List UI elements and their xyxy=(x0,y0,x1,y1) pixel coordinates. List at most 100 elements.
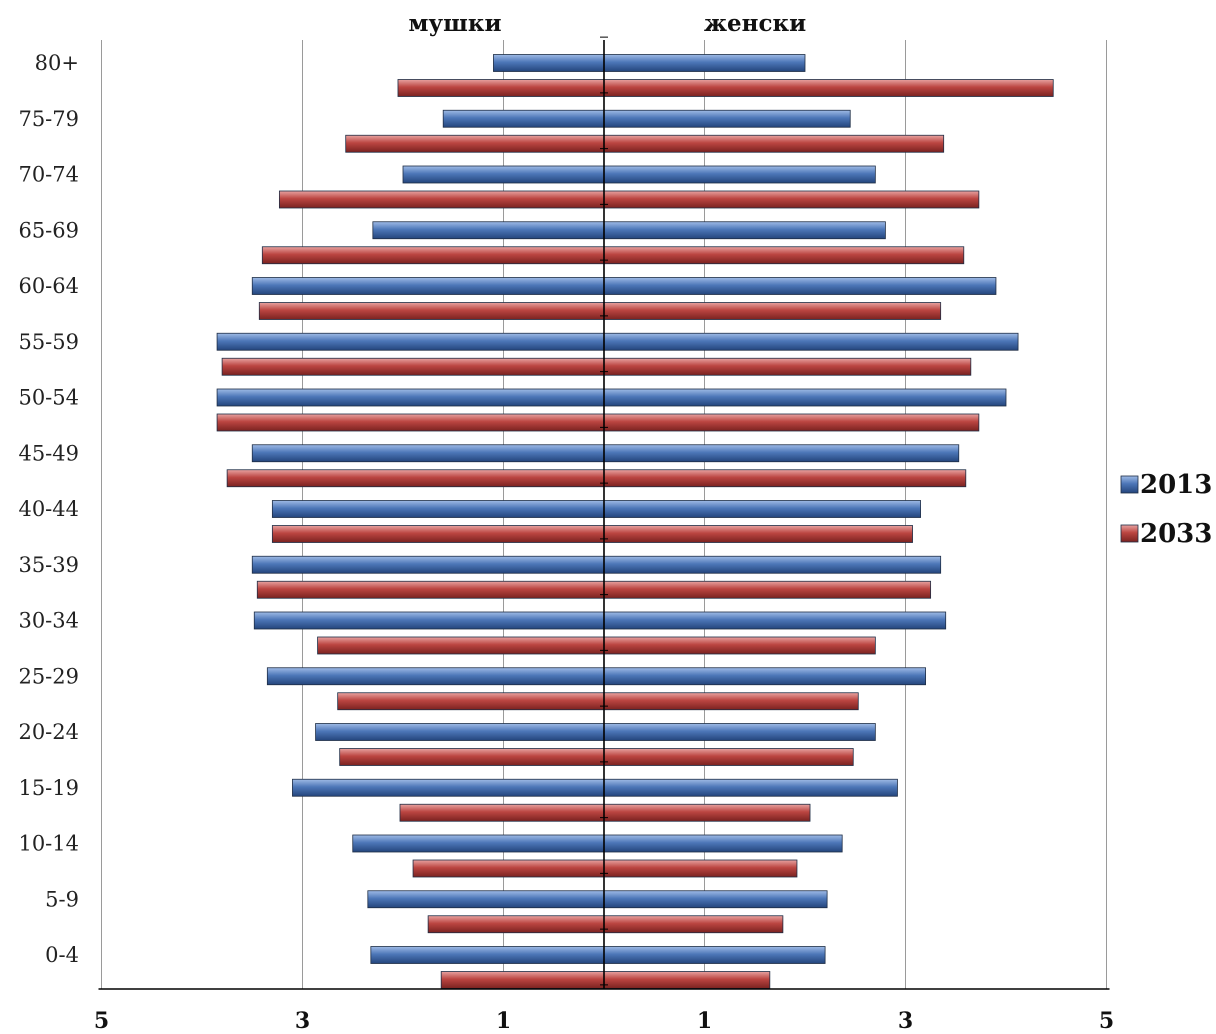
category-label-15-19: 15-19 xyxy=(18,776,79,800)
legend: 2013 2033 xyxy=(1120,470,1212,549)
bar-female-2033-0-4 xyxy=(603,971,771,989)
x-tick-label-2: 1 xyxy=(496,1008,511,1034)
x-tick-label-4: 3 xyxy=(898,1008,913,1034)
category-label-50-54: 50-54 xyxy=(18,386,79,410)
x-tick-label-5: 5 xyxy=(1099,1008,1114,1034)
bar-female-2033-45-49 xyxy=(603,469,967,488)
category-label-45-49: 45-49 xyxy=(18,441,79,465)
bar-male-2033-55-59 xyxy=(221,357,605,376)
bar-female-2033-40-44 xyxy=(603,525,913,543)
bar-female-2033-15-19 xyxy=(603,803,811,822)
bar-male-2013-55-59 xyxy=(216,332,605,351)
legend-swatch-2013 xyxy=(1120,475,1139,494)
legend-label-2033: 2033 xyxy=(1140,519,1212,549)
bar-male-2033-70-74 xyxy=(278,190,605,209)
bar-female-2013-45-49 xyxy=(603,444,960,463)
category-label-35-39: 35-39 xyxy=(18,553,79,577)
bar-male-2013-20-24 xyxy=(315,723,605,741)
bar-male-2033-15-19 xyxy=(399,803,605,822)
bar-female-2033-5-9 xyxy=(603,915,784,934)
bar-male-2013-30-34 xyxy=(253,611,605,630)
bar-male-2013-60-64 xyxy=(251,277,605,295)
bar-female-2013-70-74 xyxy=(603,165,876,184)
category-label-25-29: 25-29 xyxy=(18,664,79,688)
bar-female-2013-5-9 xyxy=(603,890,828,909)
category-label-40-44: 40-44 xyxy=(18,497,79,521)
bar-male-2033-50-54 xyxy=(216,413,605,432)
category-label-5-9: 5-9 xyxy=(45,887,79,911)
bar-male-2033-30-34 xyxy=(317,636,605,655)
x-tick-label-1: 3 xyxy=(295,1008,310,1034)
bar-female-2033-80plus xyxy=(603,79,1054,97)
bar-female-2033-25-29 xyxy=(603,692,859,711)
bar-male-2033-20-24 xyxy=(339,748,605,766)
bar-female-2033-20-24 xyxy=(603,748,854,766)
axes xyxy=(98,36,1110,990)
bar-female-2013-75-79 xyxy=(603,109,851,128)
category-label-60-64: 60-64 xyxy=(18,274,79,298)
labels: мушки женски 80+ 75-79 70-74 65-69 60-64 55-5… xyxy=(18,10,1114,1034)
bar-female-2013-35-39 xyxy=(603,555,942,574)
bar-male-2033-75-79 xyxy=(345,134,605,153)
bar-male-2013-50-54 xyxy=(216,388,605,407)
bar-female-2013-0-4 xyxy=(603,946,826,964)
bar-male-2033-35-39 xyxy=(256,580,605,599)
bar-male-2033-80plus xyxy=(397,79,605,97)
bar-male-2033-40-44 xyxy=(271,525,605,543)
bar-female-2013-20-24 xyxy=(603,723,876,741)
bar-male-2033-5-9 xyxy=(427,915,605,934)
bar-female-2033-35-39 xyxy=(603,580,932,599)
bar-female-2013-65-69 xyxy=(603,221,886,240)
category-label-0-4: 0-4 xyxy=(45,943,79,967)
bar-male-2013-80plus xyxy=(493,54,605,72)
bar-female-2033-60-64 xyxy=(603,302,942,320)
bar-female-2013-60-64 xyxy=(603,277,997,295)
bar-female-2013-30-34 xyxy=(603,611,947,630)
legend-label-2013: 2013 xyxy=(1140,470,1212,500)
bar-male-2013-5-9 xyxy=(367,890,605,909)
category-label-65-69: 65-69 xyxy=(18,218,79,242)
bar-female-2013-40-44 xyxy=(603,500,921,518)
bar-male-2013-40-44 xyxy=(271,500,605,518)
bar-male-2033-60-64 xyxy=(258,302,605,320)
bar-male-2033-10-14 xyxy=(412,859,605,878)
bar-male-2013-70-74 xyxy=(402,165,605,184)
bar-male-2013-45-49 xyxy=(251,444,605,463)
bar-female-2013-50-54 xyxy=(603,388,1007,407)
bar-female-2033-30-34 xyxy=(603,636,876,655)
category-label-80plus: 80+ xyxy=(35,51,79,75)
bars xyxy=(216,54,1054,989)
bar-female-2013-55-59 xyxy=(603,332,1019,351)
x-tick-label-0: 5 xyxy=(94,1008,109,1034)
bar-female-2013-80plus xyxy=(603,54,806,72)
bar-male-2033-0-4 xyxy=(440,971,605,989)
female-side-title: женски xyxy=(704,10,806,37)
bar-female-2013-15-19 xyxy=(603,778,898,797)
bar-female-2033-10-14 xyxy=(603,859,798,878)
category-label-20-24: 20-24 xyxy=(18,720,79,744)
bar-male-2013-0-4 xyxy=(370,946,605,964)
bar-male-2013-25-29 xyxy=(266,667,605,686)
bar-female-2013-10-14 xyxy=(603,834,843,853)
bar-female-2033-65-69 xyxy=(603,246,965,265)
category-label-30-34: 30-34 xyxy=(18,609,79,633)
category-label-70-74: 70-74 xyxy=(18,163,79,187)
bar-male-2013-10-14 xyxy=(352,834,605,853)
bar-male-2033-45-49 xyxy=(226,469,605,488)
male-side-title: мушки xyxy=(408,10,501,37)
bar-female-2033-50-54 xyxy=(603,413,980,432)
bar-female-2013-25-29 xyxy=(603,667,927,686)
bar-female-2033-55-59 xyxy=(603,357,972,376)
bar-female-2033-75-79 xyxy=(603,134,945,153)
x-tick-label-3: 1 xyxy=(697,1008,712,1034)
bar-female-2033-70-74 xyxy=(603,190,980,209)
category-label-10-14: 10-14 xyxy=(18,832,79,856)
category-label-55-59: 55-59 xyxy=(18,330,79,354)
bar-male-2033-65-69 xyxy=(261,246,605,265)
legend-swatch-2033 xyxy=(1120,524,1139,543)
bar-male-2013-35-39 xyxy=(251,555,605,574)
bar-male-2013-75-79 xyxy=(442,109,605,128)
bar-male-2013-15-19 xyxy=(292,778,605,797)
bar-male-2013-65-69 xyxy=(372,221,605,240)
